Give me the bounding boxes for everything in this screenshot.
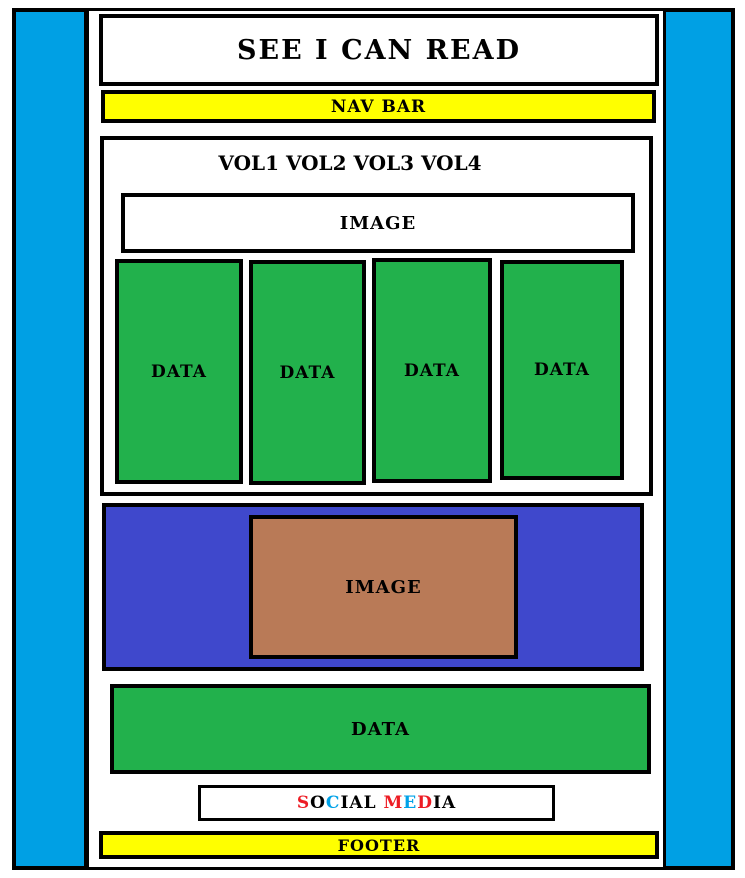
- social-media-letter: D: [417, 793, 434, 813]
- data-wide-label: DATA: [351, 718, 410, 740]
- volume-tabs[interactable]: VOL1 VOL2 VOL3 VOL4: [218, 151, 482, 175]
- nav-bar-label: NAV BAR: [330, 96, 427, 117]
- social-media-letter: C: [325, 793, 341, 813]
- right-side-panel: [662, 8, 735, 870]
- data-column-label: DATA: [404, 360, 460, 381]
- social-media-letter: O: [310, 793, 326, 813]
- data-wide-block: DATA: [110, 684, 651, 774]
- top-image-placeholder: IMAGE: [121, 193, 635, 253]
- social-media-letter: IA: [433, 793, 457, 813]
- data-column-label: DATA: [534, 360, 590, 380]
- social-media-letter: M: [383, 793, 404, 813]
- data-column: DATA: [500, 260, 624, 480]
- data-column: DATA: [372, 258, 492, 483]
- social-media-letter: IAL: [340, 793, 384, 813]
- data-column: DATA: [249, 260, 366, 485]
- footer-bar: FOOTER: [99, 831, 659, 859]
- data-column-label: DATA: [279, 362, 336, 383]
- social-media-letter: S: [296, 793, 311, 813]
- data-column: DATA: [115, 259, 243, 484]
- data-column-label: DATA: [151, 361, 207, 382]
- footer-label: FOOTER: [337, 835, 421, 855]
- nav-bar[interactable]: NAV BAR: [101, 90, 656, 123]
- social-media-label: SOCIAL MEDIA: [297, 793, 456, 813]
- social-media-letter: E: [403, 793, 418, 813]
- banner-image-label: IMAGE: [345, 576, 422, 598]
- header-box: SEE I CAN READ: [99, 14, 659, 86]
- left-side-panel: [12, 8, 88, 870]
- top-image-label: IMAGE: [339, 212, 417, 234]
- social-media-bar[interactable]: SOCIAL MEDIA: [198, 785, 555, 821]
- page-title: SEE I CAN READ: [237, 34, 521, 66]
- banner-image-placeholder: IMAGE: [249, 515, 518, 659]
